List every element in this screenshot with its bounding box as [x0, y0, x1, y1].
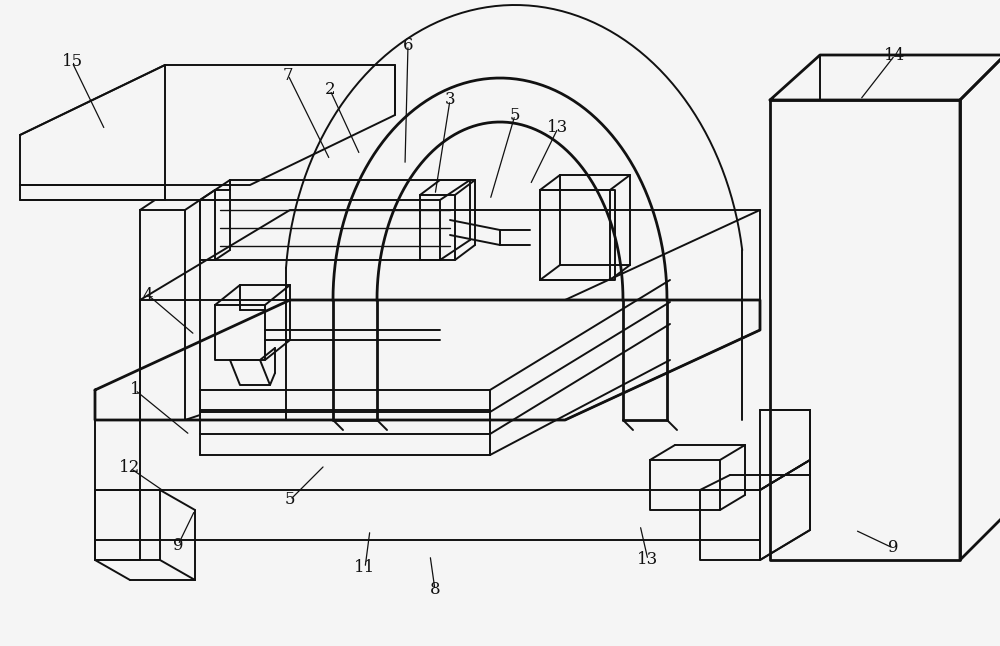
- Text: 5: 5: [285, 492, 295, 508]
- Text: 4: 4: [143, 286, 153, 304]
- Text: 12: 12: [119, 459, 141, 477]
- Text: 13: 13: [547, 120, 569, 136]
- Text: 7: 7: [283, 67, 293, 83]
- Text: 11: 11: [354, 559, 376, 576]
- Text: 13: 13: [637, 552, 659, 568]
- Text: 6: 6: [403, 37, 413, 54]
- Text: 14: 14: [884, 47, 906, 63]
- Text: 3: 3: [445, 92, 455, 109]
- Text: 5: 5: [510, 107, 520, 123]
- Text: 9: 9: [888, 539, 898, 556]
- Text: 9: 9: [173, 536, 183, 554]
- Text: 1: 1: [130, 382, 140, 399]
- Text: 2: 2: [325, 81, 335, 98]
- Text: 15: 15: [61, 54, 83, 70]
- Text: 8: 8: [430, 581, 440, 598]
